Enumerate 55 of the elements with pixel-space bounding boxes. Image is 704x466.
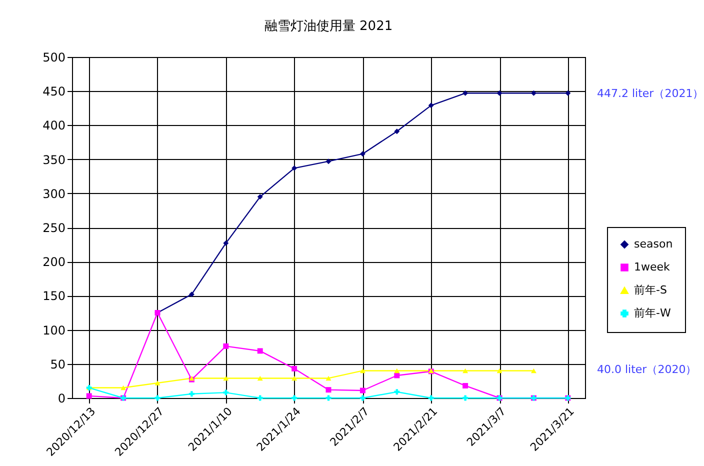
text: 40.0 liter（2020） [597, 363, 697, 376]
point [257, 376, 263, 381]
y-tick-label: 50 [50, 357, 66, 372]
point [530, 90, 536, 96]
point [257, 194, 263, 200]
point [394, 389, 400, 395]
legend-label: 前年-S [634, 284, 667, 296]
point [394, 368, 400, 374]
point [326, 158, 332, 164]
y-tick-label: 150 [42, 289, 66, 304]
point [292, 376, 298, 381]
y-tick-label: 300 [42, 186, 66, 201]
y-tick-label: 0 [58, 392, 66, 406]
y-tick-label: 500 [42, 50, 66, 64]
point [257, 348, 263, 354]
point [462, 368, 468, 374]
point [223, 240, 229, 246]
point [462, 382, 468, 388]
point [360, 368, 366, 374]
point [86, 393, 92, 399]
point [326, 387, 332, 393]
point [326, 376, 332, 381]
point [223, 376, 229, 381]
point [292, 366, 298, 372]
point [394, 372, 400, 378]
point [223, 343, 229, 349]
point [223, 390, 229, 396]
point [496, 368, 502, 374]
text: 447.2 liter（2021） [597, 87, 704, 100]
y-tick-label: 350 [42, 152, 66, 167]
chart-title: 融雪灯油使用量 2021 [264, 19, 393, 34]
y-tick-label: 400 [42, 118, 66, 133]
point [120, 385, 126, 390]
point [360, 395, 366, 401]
point [428, 102, 434, 108]
point [292, 165, 298, 171]
point [496, 90, 502, 96]
y-tick-label: 250 [42, 221, 66, 235]
legend-label: 前年-W [634, 306, 671, 320]
point [565, 90, 571, 96]
point [292, 395, 298, 401]
point [462, 90, 468, 96]
point [360, 388, 366, 394]
point [360, 151, 366, 157]
legend-label: 1week [634, 260, 671, 274]
point [530, 368, 536, 374]
y-tick-label: 200 [42, 255, 66, 270]
point [188, 391, 194, 397]
legend-label: season [634, 238, 673, 250]
point [154, 380, 160, 386]
point [394, 128, 400, 134]
point [462, 395, 468, 401]
y-tick-label: 450 [42, 84, 66, 99]
y-tick-label: 100 [42, 323, 66, 338]
point [188, 292, 194, 298]
